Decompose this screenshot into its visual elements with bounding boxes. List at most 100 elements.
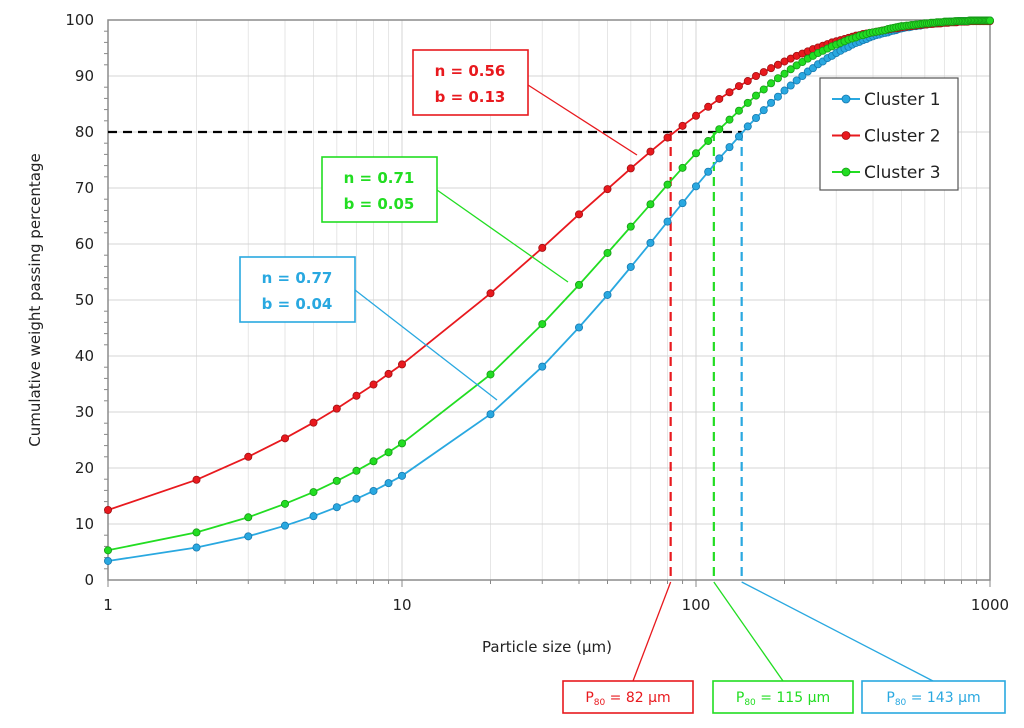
data-point (486, 289, 495, 298)
data-point (759, 85, 768, 94)
data-point (692, 111, 701, 120)
data-point (369, 380, 378, 389)
p80-box (712, 680, 854, 714)
data-point (575, 280, 584, 289)
p80-subscript: 80 (895, 698, 907, 708)
data-point (786, 65, 795, 74)
legend-label: Cluster 1 (864, 90, 941, 110)
data-point (369, 486, 378, 495)
data-point (780, 86, 789, 95)
data-point (646, 147, 655, 156)
data-point (384, 479, 393, 488)
y-tick-label: 90 (75, 67, 94, 85)
annotation-leader-line (527, 84, 638, 156)
annotation-leader-line (354, 289, 498, 401)
data-point (384, 369, 393, 378)
y-tick-label: 100 (65, 11, 94, 29)
data-point (309, 418, 318, 427)
data-point (104, 556, 113, 565)
data-point (192, 528, 201, 537)
legend-label: Cluster 2 (864, 127, 941, 147)
data-point (192, 543, 201, 552)
data-point (780, 69, 789, 78)
data-point (352, 391, 361, 400)
data-point (603, 185, 612, 194)
data-point (486, 370, 495, 379)
x-tick-label: 1 (103, 596, 113, 614)
data-point (773, 74, 782, 83)
legend-swatch-marker (841, 167, 851, 177)
data-point (244, 532, 253, 541)
annotation-box (321, 156, 438, 223)
reference-lines (108, 130, 743, 580)
p80-symbol: P (886, 690, 894, 706)
data-point (332, 503, 341, 512)
data-point (538, 320, 547, 329)
data-point (663, 133, 672, 142)
data-point (663, 217, 672, 226)
data-point (678, 121, 687, 130)
data-point (332, 476, 341, 485)
data-point (759, 68, 768, 77)
annotation-n-value: n = 0.71 (344, 169, 415, 187)
p80-value: = 143 µm (906, 690, 980, 706)
p80-symbol: P (736, 690, 744, 706)
y-tick-label: 70 (75, 179, 94, 197)
data-point (678, 199, 687, 208)
data-point (767, 98, 776, 107)
data-point (752, 72, 761, 81)
data-point (692, 149, 701, 158)
data-point (715, 154, 724, 163)
data-point (743, 122, 752, 131)
data-point (752, 91, 761, 100)
annotation-b-value: b = 0.04 (262, 295, 333, 313)
data-point (743, 77, 752, 86)
p80-label: P80 = 143 µm (886, 690, 980, 708)
plot-frame (107, 19, 991, 581)
data-point (773, 60, 782, 69)
data-point (603, 248, 612, 257)
data-point (538, 243, 547, 252)
data-point (244, 452, 253, 461)
data-point (704, 136, 713, 145)
annotation-leader-line (436, 189, 569, 283)
data-point (725, 143, 734, 152)
data-point (704, 102, 713, 111)
data-point (715, 125, 724, 134)
y-tick-label: 50 (75, 291, 94, 309)
y-tick-label: 80 (75, 123, 94, 141)
p80-subscript: 80 (594, 698, 606, 708)
data-point (626, 222, 635, 231)
p80-value: = 82 µm (605, 690, 670, 706)
data-point (692, 182, 701, 191)
y-tick-label: 60 (75, 235, 94, 253)
y-axis-title: Cumulative weight passing percentage (26, 153, 44, 446)
legend: Cluster 1 Cluster 2 Cluster 3 (819, 77, 959, 191)
p80-symbol: P (585, 690, 593, 706)
data-point (663, 180, 672, 189)
data-point (725, 88, 734, 97)
annotation-box (412, 49, 529, 116)
data-point (725, 115, 734, 124)
annotation-n-value: n = 0.56 (435, 62, 506, 80)
data-point (792, 76, 801, 85)
x-tick-label: 10 (392, 596, 411, 614)
data-point (603, 290, 612, 299)
data-point (575, 210, 584, 219)
p80-subscript: 80 (744, 698, 756, 708)
data-point (704, 167, 713, 176)
data-point (486, 410, 495, 419)
data-point (244, 513, 253, 522)
data-point (281, 434, 290, 443)
data-point (281, 521, 290, 530)
p80-label: P80 = 82 µm (585, 690, 670, 708)
p80-leader-line (713, 581, 784, 682)
p80-box (562, 680, 694, 714)
data-point (646, 200, 655, 209)
series-group (104, 16, 995, 565)
annotations: n = 0.56 b = 0.13 n = 0.71 b = 0.05 n = 0.77… (239, 49, 1006, 714)
data-point (759, 106, 768, 115)
x-tick-label: 1000 (971, 596, 1009, 614)
data-point (734, 82, 743, 91)
